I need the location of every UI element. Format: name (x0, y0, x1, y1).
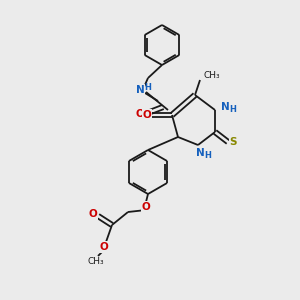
Text: N: N (220, 102, 230, 112)
Text: H: H (145, 83, 152, 92)
Text: N: N (196, 148, 204, 158)
Text: CH₃: CH₃ (88, 257, 104, 266)
Text: O: O (142, 202, 150, 212)
Text: S: S (229, 137, 237, 147)
Text: O: O (142, 110, 152, 120)
Text: O: O (88, 209, 98, 219)
Text: CH₃: CH₃ (203, 70, 220, 80)
Text: H: H (205, 151, 212, 160)
Text: O: O (100, 242, 108, 252)
Text: N: N (136, 85, 144, 95)
Text: H: H (230, 104, 236, 113)
Text: O: O (136, 109, 144, 119)
